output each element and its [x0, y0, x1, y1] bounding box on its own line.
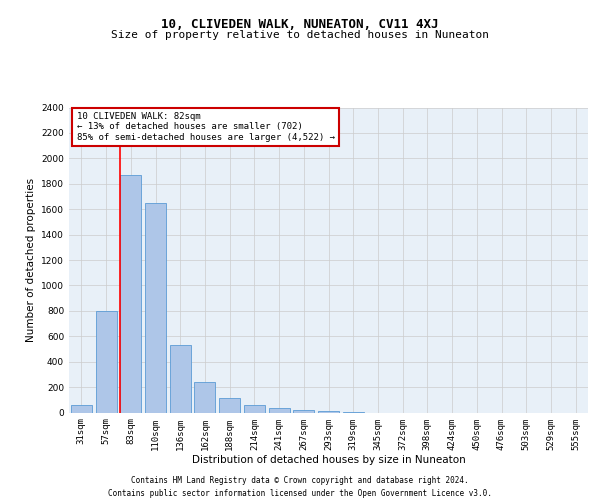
Bar: [318, 410, 339, 412]
Y-axis label: Number of detached properties: Number of detached properties: [26, 178, 35, 342]
X-axis label: Distribution of detached houses by size in Nuneaton: Distribution of detached houses by size …: [191, 455, 466, 465]
Text: Contains public sector information licensed under the Open Government Licence v3: Contains public sector information licen…: [108, 489, 492, 498]
Bar: [95, 312, 116, 412]
Bar: [269, 408, 290, 412]
Text: Size of property relative to detached houses in Nuneaton: Size of property relative to detached ho…: [111, 30, 489, 40]
Bar: [293, 410, 314, 412]
Text: 10 CLIVEDEN WALK: 82sqm
← 13% of detached houses are smaller (702)
85% of semi-d: 10 CLIVEDEN WALK: 82sqm ← 13% of detache…: [77, 112, 335, 142]
Bar: [244, 405, 265, 412]
Bar: [219, 398, 240, 412]
Bar: [145, 203, 166, 412]
Bar: [71, 405, 92, 412]
Bar: [194, 382, 215, 412]
Text: 10, CLIVEDEN WALK, NUNEATON, CV11 4XJ: 10, CLIVEDEN WALK, NUNEATON, CV11 4XJ: [161, 18, 439, 30]
Bar: [120, 176, 141, 412]
Bar: [170, 344, 191, 412]
Text: Contains HM Land Registry data © Crown copyright and database right 2024.: Contains HM Land Registry data © Crown c…: [131, 476, 469, 485]
